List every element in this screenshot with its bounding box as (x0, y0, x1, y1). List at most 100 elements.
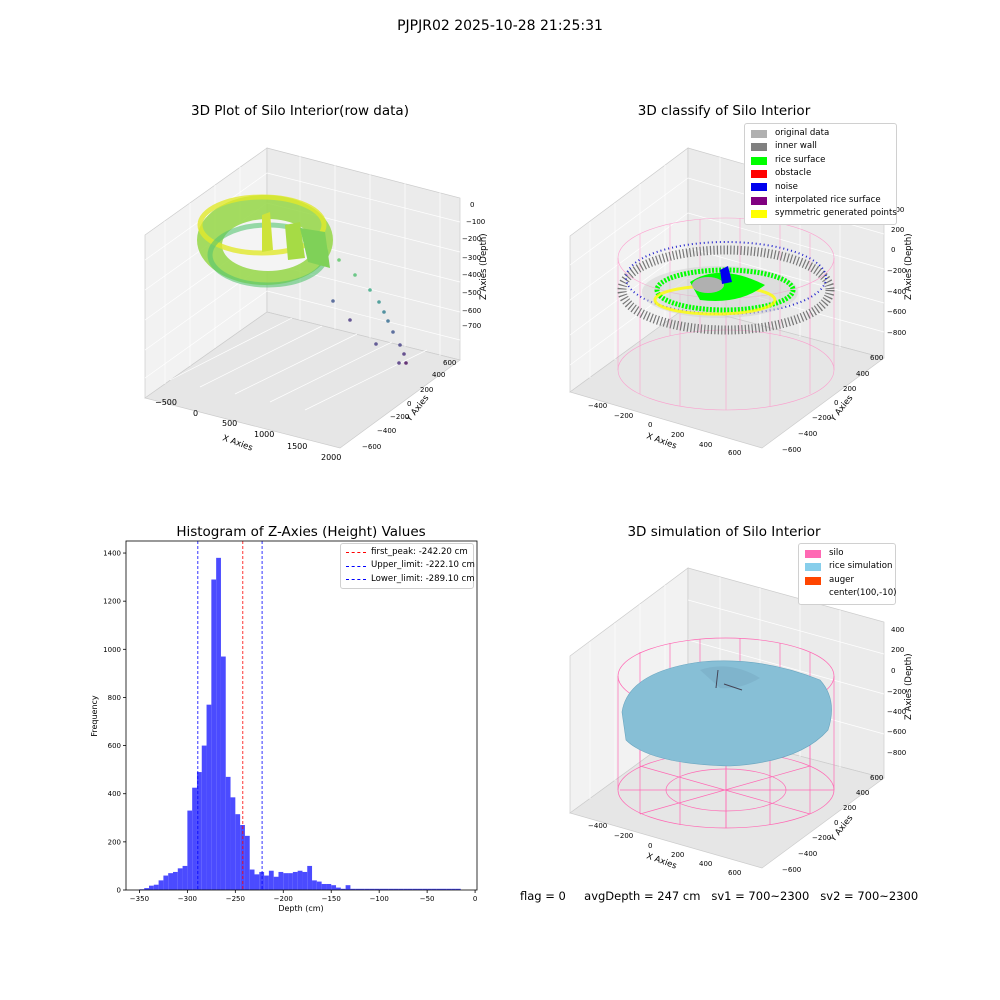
histogram-bar (177, 868, 183, 890)
histogram-bar (153, 884, 159, 890)
histogram-ytick-label: 1000 (103, 646, 121, 654)
histogram-bar (302, 871, 308, 890)
histogram-bar (321, 883, 327, 890)
simulation-ztick: 200 (891, 646, 904, 654)
histogram-bar (249, 869, 255, 890)
histogram-bar (336, 887, 341, 890)
histogram-bar (307, 865, 313, 890)
histogram-bar (264, 875, 269, 890)
avg-depth-text: avgDepth = 247 cm (584, 889, 701, 903)
raw-ytick-labels: 600 200 400 0 −200 −400 −600 (362, 359, 456, 451)
raw-zlabel: Z Axies (Depth) (479, 233, 489, 300)
histogram-bar (254, 874, 260, 890)
swatch (805, 563, 821, 572)
histogram-bar (383, 888, 389, 890)
footer-status: flag = 0 avgDepth = 247 cm sv1 = 700~230… (520, 889, 918, 903)
histogram-bar (379, 888, 384, 890)
histogram-bar (268, 870, 274, 890)
legend-item-interpolated: interpolated rice surface (751, 194, 890, 207)
classify-ztick: −400 (887, 288, 906, 296)
raw-back-pane (266, 147, 461, 361)
simulation-ytick: 400 (856, 789, 869, 797)
histogram-bar (211, 579, 217, 890)
histogram-bar (216, 557, 221, 890)
simulation-ztick: −600 (887, 728, 906, 736)
histogram-bar (172, 871, 178, 890)
classify-ytick: 200 (843, 385, 856, 393)
histogram-bar (407, 888, 413, 890)
simulation-xtick: −400 (588, 822, 607, 830)
raw-grid (144, 156, 461, 411)
legend-item-lower-limit: Lower_limit: -289.10 cm (346, 573, 475, 586)
histogram-bar (206, 704, 212, 890)
histogram-bar (412, 888, 418, 890)
histogram-bar (158, 880, 164, 890)
simulation-ytick: 600 (870, 774, 883, 782)
classify-ytick: 600 (870, 354, 883, 362)
simulation-ytick: −200 (812, 834, 831, 842)
legend-item-center: center(100,-10) (805, 587, 897, 600)
histogram-xtick-label: −300 (178, 895, 197, 903)
histogram-bar (220, 656, 226, 890)
legend-item-original: original data (751, 127, 890, 140)
histogram-bar (326, 883, 332, 890)
histogram-ytick-label: 0 (117, 887, 121, 895)
histogram-bar (436, 888, 442, 890)
raw-xtick-labels: −500 0 500 1000 1500 2000 (155, 398, 341, 462)
histogram-bar (273, 876, 279, 890)
histogram-bar (403, 888, 408, 890)
histogram-legend: first_peak: -242.20 cm Upper_limit: -222… (340, 543, 475, 590)
histogram-bars (139, 557, 461, 890)
histogram-yticks: 0 200 400 600 800 1000 1200 1400 (103, 550, 126, 895)
raw-ztick: −100 (466, 218, 485, 226)
raw-ztick-labels: 0 −100 −200 −300 −400 −500 −600 −700 (462, 201, 485, 330)
raw-ytick: −200 (390, 413, 409, 421)
swatch (751, 143, 767, 152)
simulation-ztick: −800 (887, 749, 906, 757)
simulation-zlabel: Z Axies (Depth) (904, 653, 914, 720)
swatch (805, 549, 821, 558)
classify-ytick: −200 (812, 414, 831, 422)
raw-ytick: −400 (377, 427, 396, 435)
histogram-ytick-label: 200 (108, 838, 121, 846)
histogram-bar (441, 888, 447, 890)
histogram-xtick-label: −50 (420, 895, 435, 903)
histogram-xtick-label: −200 (274, 895, 293, 903)
classify-ytick: 400 (856, 370, 869, 378)
histogram-xtick-label: 0 (473, 895, 477, 903)
raw-xtick: 500 (222, 419, 237, 428)
classify-zlabel: Z Axies (Depth) (904, 233, 914, 300)
histogram-bar (446, 888, 452, 890)
raw-ytick: 600 (443, 359, 456, 367)
simulation-xtick: −200 (614, 832, 633, 840)
raw-xtick: 2000 (321, 453, 341, 462)
histogram-bar (355, 888, 360, 890)
legend-item-symmetric: symmetric generated points (751, 207, 897, 220)
raw-ztick: −400 (462, 271, 481, 279)
raw-xtick: −500 (155, 398, 177, 407)
histogram-bar (201, 745, 207, 890)
histogram-bar (455, 888, 461, 890)
raw-ytick: −600 (362, 443, 381, 451)
classify-xtick: −400 (588, 402, 607, 410)
classify-ytick: −400 (798, 430, 817, 438)
simulation-ztick: 400 (891, 626, 904, 634)
raw-ztick: −300 (462, 254, 481, 262)
raw-ytick: 200 (420, 386, 433, 394)
simulation-plot-title: 3D simulation of Silo Interior (627, 524, 821, 540)
histogram-xtick-label: −100 (370, 895, 389, 903)
histogram-ytick-label: 1400 (103, 550, 121, 558)
simulation-xlabel: X Axies (645, 851, 678, 871)
histogram-ytick-label: 1200 (103, 598, 121, 606)
simulation-xtick: 200 (671, 851, 684, 859)
classify-xtick: 200 (671, 431, 684, 439)
histogram-bar (451, 888, 456, 890)
histogram-bar (360, 888, 365, 890)
histogram-bar (144, 888, 150, 890)
histogram-bar (345, 885, 351, 890)
simulation-ytick: −400 (798, 850, 817, 858)
simulation-silo-wireframe (617, 637, 835, 829)
classify-xlabel: X Axies (645, 431, 678, 451)
histogram-bar (427, 888, 432, 890)
histogram-bar (225, 776, 231, 890)
